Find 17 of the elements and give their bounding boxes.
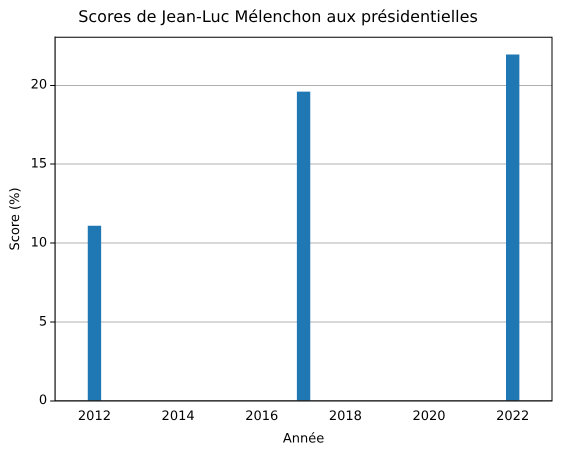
x-tick-label: 2016	[245, 408, 278, 424]
y-tick-label: 20	[30, 78, 48, 93]
y-tick-label: 5	[38, 314, 48, 330]
x-tick-label: 2018	[328, 408, 362, 424]
bar	[296, 92, 310, 400]
y-tick-label: 10	[30, 235, 48, 250]
x-tick-label: 2014	[162, 408, 195, 424]
y-axis-title: Score (%)	[8, 187, 24, 251]
x-tick-label: 2012	[78, 408, 112, 424]
bar	[506, 54, 520, 400]
y-tick-label: 0	[38, 393, 48, 408]
x-tick-label: 2020	[412, 408, 446, 424]
x-axis-title: Année	[282, 432, 324, 447]
chart-title: Scores de Jean-Luc Mélenchon aux présidentielles	[78, 6, 478, 26]
bar	[88, 226, 102, 400]
y-tick-label: 15	[30, 156, 48, 172]
x-tick-label: 2022	[496, 408, 530, 424]
